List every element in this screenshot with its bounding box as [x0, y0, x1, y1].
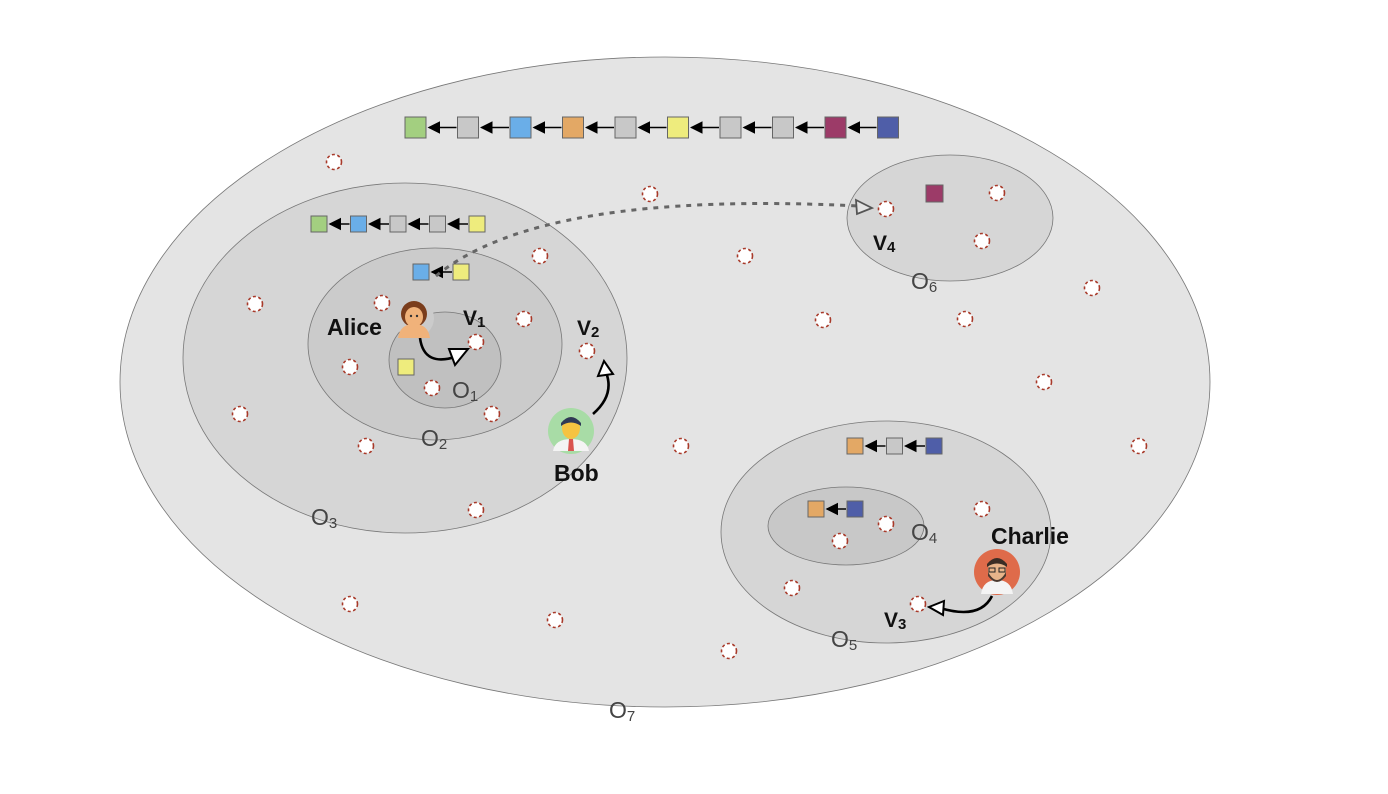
block-green	[404, 116, 427, 139]
block-gray	[886, 437, 903, 455]
node-circle	[1035, 373, 1053, 391]
block-yellow	[397, 358, 415, 376]
block-orange	[562, 116, 584, 139]
node-circle	[831, 532, 849, 550]
node-circle	[467, 501, 485, 519]
vote-label-v2: V2	[577, 317, 599, 341]
v1-arrowhead	[447, 348, 471, 367]
block-navy	[846, 500, 864, 518]
block-yellow	[468, 215, 486, 233]
node-circle	[546, 611, 564, 629]
region-label-o7: O7	[609, 697, 635, 725]
node-circle	[641, 185, 659, 203]
block-gray	[719, 116, 742, 139]
bob-name: Bob	[554, 460, 599, 486]
v3-arrowhead	[926, 599, 946, 617]
node-circle	[231, 405, 249, 423]
vote-label-v3: V3	[884, 609, 906, 633]
node-circle	[783, 579, 801, 597]
block-yellow	[667, 116, 689, 139]
dotted-connection-path	[435, 202, 859, 278]
block-blue	[350, 215, 367, 233]
block-blue	[509, 116, 532, 139]
block-gray	[429, 215, 446, 233]
charlie-name: Charlie	[991, 523, 1069, 549]
region-o6	[846, 154, 1054, 282]
node-circle	[578, 342, 596, 360]
node-circle	[515, 310, 533, 328]
block-blue	[412, 263, 430, 281]
bob-avatar	[548, 408, 594, 454]
node-circle	[467, 333, 485, 351]
block-green	[310, 215, 328, 233]
block-yellow	[452, 263, 470, 281]
v3-arrow	[939, 595, 994, 614]
node-circle	[373, 294, 391, 312]
node-circle	[814, 311, 832, 329]
region-o4	[767, 486, 925, 566]
region-label-o5: O5	[831, 626, 857, 654]
block-gray	[614, 116, 637, 139]
node-circle	[325, 153, 343, 171]
block-gray	[389, 215, 407, 233]
block-orange	[807, 500, 825, 518]
node-circle	[877, 200, 895, 218]
region-label-o4: O4	[911, 519, 937, 547]
alice-avatar	[394, 298, 434, 338]
node-circle	[531, 247, 549, 265]
node-circle	[736, 247, 754, 265]
node-circle	[483, 405, 501, 423]
node-circle	[1083, 279, 1101, 297]
node-circle	[988, 184, 1006, 202]
node-circle	[973, 232, 991, 250]
node-circle	[956, 310, 974, 328]
region-label-o6: O6	[911, 268, 937, 296]
block-maroon	[824, 116, 847, 139]
node-circle	[877, 515, 895, 533]
node-circle	[423, 379, 441, 397]
region-label-o3: O3	[311, 504, 337, 532]
node-circle	[720, 642, 738, 660]
node-circle	[246, 295, 264, 313]
vote-label-v4: V4	[873, 232, 896, 256]
v2-arrowhead	[596, 358, 615, 378]
alice-name: Alice	[327, 314, 382, 340]
vote-label-v1: V1	[463, 307, 485, 331]
node-circle	[357, 437, 375, 455]
node-circle	[1130, 437, 1148, 455]
charlie-avatar	[974, 549, 1020, 595]
node-circle	[909, 595, 927, 613]
v4-arrowhead	[854, 198, 875, 216]
block-orange	[846, 437, 864, 455]
node-circle	[341, 358, 359, 376]
region-label-o2: O2	[421, 425, 447, 453]
block-navy	[925, 437, 943, 455]
node-circle	[672, 437, 690, 455]
block-navy	[877, 116, 899, 139]
block-maroon	[925, 184, 944, 203]
region-label-o1: O1	[452, 377, 478, 405]
node-circle	[341, 595, 359, 613]
node-circle	[973, 500, 991, 518]
block-gray	[457, 116, 479, 139]
block-gray	[772, 116, 794, 139]
